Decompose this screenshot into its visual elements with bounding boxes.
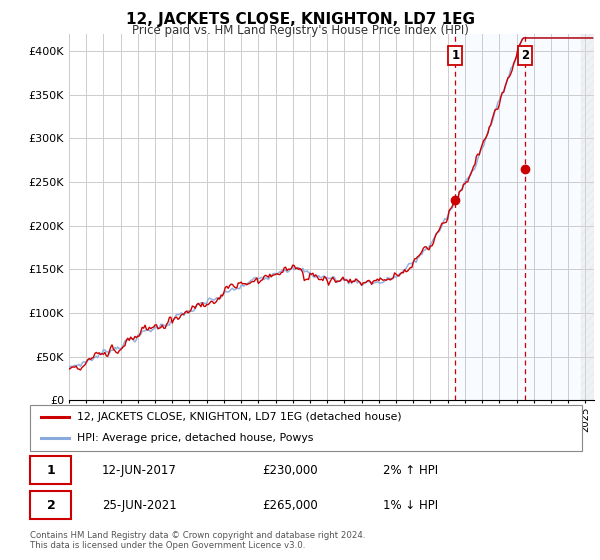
FancyBboxPatch shape	[30, 405, 582, 451]
Text: 1: 1	[47, 464, 55, 477]
Text: £230,000: £230,000	[262, 464, 317, 477]
Text: 12, JACKETS CLOSE, KNIGHTON, LD7 1EG (detached house): 12, JACKETS CLOSE, KNIGHTON, LD7 1EG (de…	[77, 412, 401, 422]
FancyBboxPatch shape	[30, 491, 71, 519]
Bar	[455, 34, 594, 400]
Text: 1% ↓ HPI: 1% ↓ HPI	[383, 498, 439, 511]
Text: 25-JUN-2021: 25-JUN-2021	[102, 498, 176, 511]
Text: 2% ↑ HPI: 2% ↑ HPI	[383, 464, 439, 477]
Text: 12, JACKETS CLOSE, KNIGHTON, LD7 1EG: 12, JACKETS CLOSE, KNIGHTON, LD7 1EG	[125, 12, 475, 27]
Text: 12-JUN-2017: 12-JUN-2017	[102, 464, 176, 477]
FancyBboxPatch shape	[30, 456, 71, 484]
Text: 2: 2	[47, 498, 55, 511]
Text: Price paid vs. HM Land Registry's House Price Index (HPI): Price paid vs. HM Land Registry's House …	[131, 24, 469, 36]
Text: £265,000: £265,000	[262, 498, 317, 511]
Text: Contains HM Land Registry data © Crown copyright and database right 2024.
This d: Contains HM Land Registry data © Crown c…	[30, 530, 365, 550]
Bar	[581, 34, 594, 400]
Text: 1: 1	[451, 49, 460, 62]
Text: 2: 2	[521, 49, 529, 62]
Text: HPI: Average price, detached house, Powys: HPI: Average price, detached house, Powy…	[77, 433, 313, 444]
